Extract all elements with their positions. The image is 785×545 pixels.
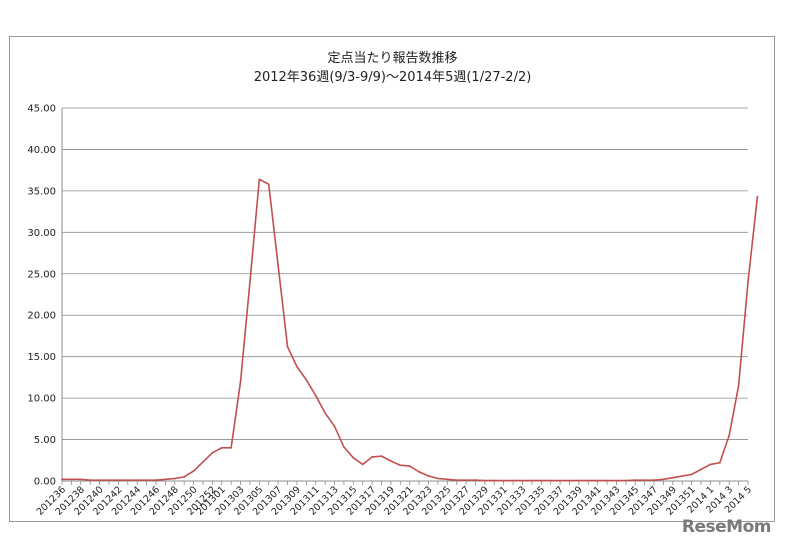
data-point	[286, 345, 289, 348]
data-point	[709, 463, 712, 466]
data-point	[314, 394, 317, 397]
data-point	[70, 478, 73, 481]
data-point	[596, 479, 599, 482]
data-point	[446, 478, 449, 481]
data-point	[540, 479, 543, 482]
data-point	[61, 478, 63, 481]
data-point	[756, 195, 759, 198]
data-point	[530, 479, 533, 482]
data-point	[89, 479, 92, 482]
data-point	[211, 451, 214, 454]
y-tick-label: 45.00	[27, 104, 56, 115]
data-point	[267, 183, 270, 186]
y-tick-label: 35.00	[27, 186, 56, 197]
data-point	[577, 479, 580, 482]
data-point	[164, 478, 167, 481]
data-point	[662, 478, 665, 481]
data-point	[747, 281, 749, 283]
data-point	[108, 479, 110, 482]
data-point	[493, 479, 496, 482]
data-point	[399, 464, 402, 467]
grid-lines	[62, 107, 748, 482]
y-tick-label: 15.00	[27, 352, 56, 363]
data-point	[606, 479, 608, 482]
chart-frame	[9, 36, 775, 522]
y-tick-label: 5.00	[34, 435, 56, 446]
data-point	[202, 461, 204, 463]
data-point	[408, 465, 411, 467]
data-point	[173, 477, 176, 480]
data-point	[249, 281, 251, 283]
data-point	[343, 446, 345, 448]
data-point	[512, 479, 514, 482]
data-point	[465, 479, 467, 482]
data-point	[390, 460, 392, 463]
data-point	[98, 479, 101, 482]
data-point	[145, 479, 148, 482]
data-point	[681, 475, 684, 477]
data-point	[427, 475, 430, 477]
data-point	[296, 365, 298, 368]
data-point	[183, 475, 186, 478]
data-point	[418, 470, 420, 473]
data-point	[436, 477, 439, 480]
watermark-logo: ReseMom	[681, 517, 772, 537]
y-tick-label: 10.00	[27, 394, 56, 405]
data-point	[192, 470, 195, 472]
data-point	[483, 479, 486, 482]
data-point	[277, 264, 280, 267]
data-point	[455, 479, 458, 482]
data-point	[615, 479, 618, 482]
series-group	[61, 178, 759, 482]
chart-subtitle: 2012年36週(9/3-9/9)〜2014年5週(1/27-2/2)	[253, 70, 532, 85]
data-point	[361, 463, 364, 466]
data-point	[324, 412, 327, 414]
data-point	[643, 479, 646, 482]
data-point	[653, 479, 655, 482]
data-point	[587, 479, 590, 482]
data-point	[220, 446, 223, 449]
data-point	[230, 446, 233, 449]
data-point	[502, 479, 505, 482]
y-tick-label: 25.00	[27, 269, 56, 280]
y-tick-label: 40.00	[27, 145, 56, 156]
data-point	[126, 479, 129, 482]
data-point	[737, 384, 740, 387]
data-point	[634, 479, 637, 482]
data-point	[136, 479, 139, 482]
data-point	[239, 380, 242, 383]
data-point	[155, 479, 157, 482]
data-point	[568, 479, 571, 482]
y-axis: 0.00 5.00 10.00 15.00 20.00 25.00 30.00 35.00 40…	[27, 104, 63, 488]
data-point	[79, 478, 82, 481]
series-line	[62, 178, 759, 482]
data-point	[521, 479, 524, 482]
x-axis: 2012362012382012402012422012442012462012…	[35, 480, 754, 518]
y-tick-label: 30.00	[27, 228, 56, 239]
data-point	[728, 434, 731, 437]
data-point	[690, 473, 693, 476]
data-point	[117, 479, 120, 482]
y-tick-label: 0.00	[34, 477, 56, 488]
data-point	[380, 455, 383, 458]
data-point	[352, 456, 355, 459]
data-point	[700, 468, 702, 471]
data-point	[333, 425, 336, 428]
data-point	[474, 479, 477, 482]
data-point	[671, 476, 674, 479]
data-point	[718, 461, 721, 464]
data-point	[305, 378, 308, 381]
y-tick-label: 20.00	[27, 311, 56, 322]
chart-title: 定点当たり報告数推移	[327, 51, 458, 66]
data-point	[371, 456, 374, 458]
data-point	[624, 479, 627, 482]
data-point	[559, 479, 561, 482]
data-point	[549, 479, 552, 482]
data-point	[258, 178, 261, 181]
